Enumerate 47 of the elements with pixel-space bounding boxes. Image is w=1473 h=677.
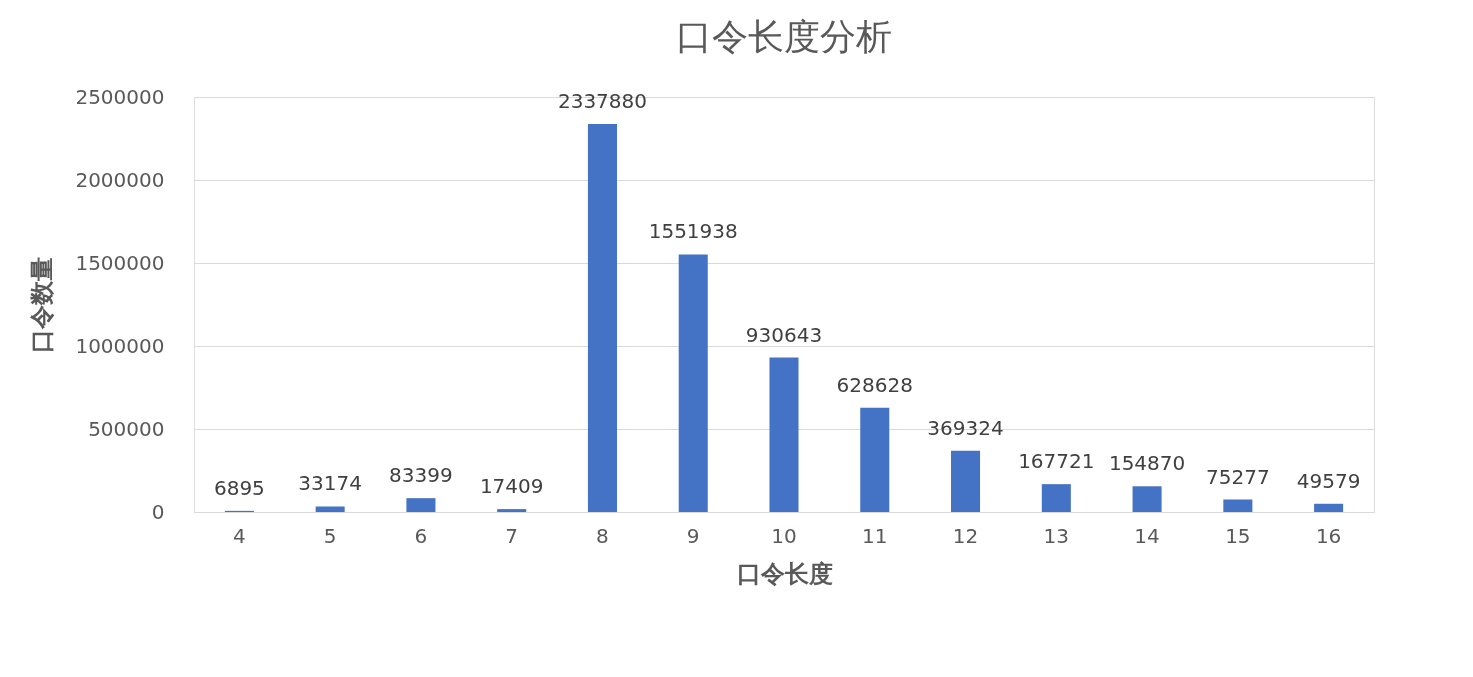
data-label: 154870 bbox=[1108, 451, 1186, 476]
data-label: 6895 bbox=[213, 475, 265, 500]
bar bbox=[678, 254, 708, 512]
data-label: 17409 bbox=[479, 474, 544, 499]
x-tick-label: 4 bbox=[233, 523, 246, 548]
data-label: 2337880 bbox=[557, 88, 647, 113]
y-axis-title: 口令数量 bbox=[28, 257, 57, 353]
y-tick-label: 2500000 bbox=[75, 84, 165, 109]
x-tick-label: 9 bbox=[686, 523, 700, 548]
x-tick-label: 6 bbox=[414, 523, 428, 548]
bar bbox=[1314, 503, 1344, 512]
data-label: 33174 bbox=[298, 471, 362, 496]
data-label: 628628 bbox=[836, 372, 913, 397]
bar bbox=[1223, 499, 1253, 512]
x-tick-label: 8 bbox=[596, 523, 609, 548]
x-tick-label: 12 bbox=[952, 523, 979, 548]
bar bbox=[951, 450, 981, 512]
data-label: 83399 bbox=[389, 463, 453, 488]
data-label: 369324 bbox=[927, 415, 1004, 440]
x-tick-label: 13 bbox=[1043, 523, 1070, 548]
x-tick-label: 5 bbox=[323, 523, 337, 548]
bar bbox=[315, 506, 345, 512]
bar bbox=[1041, 484, 1071, 512]
x-tick-label: 7 bbox=[505, 523, 519, 548]
y-tick-label: 2000000 bbox=[75, 167, 165, 192]
x-tick-label: 11 bbox=[862, 523, 888, 548]
bar bbox=[769, 357, 799, 512]
data-label: 167721 bbox=[1018, 449, 1095, 474]
y-tick-label: 1000000 bbox=[75, 333, 165, 358]
chart-title: 口令长度分析 bbox=[676, 16, 892, 57]
x-tick-label: 16 bbox=[1315, 523, 1342, 548]
data-label: 1551938 bbox=[648, 219, 738, 244]
x-tick-label: 14 bbox=[1134, 523, 1160, 548]
x-tick-label: 15 bbox=[1225, 523, 1251, 548]
data-label: 49579 bbox=[1296, 468, 1361, 493]
bar bbox=[860, 407, 890, 512]
y-tick-label: 1500000 bbox=[75, 250, 165, 275]
bar bbox=[1132, 486, 1162, 512]
y-tick-label: 500000 bbox=[88, 416, 165, 441]
x-tick-label: 10 bbox=[771, 523, 797, 548]
x-axis-title: 口令长度 bbox=[736, 559, 833, 588]
bar bbox=[406, 498, 436, 512]
bar bbox=[587, 123, 617, 512]
data-label: 930643 bbox=[745, 322, 823, 347]
y-tick-label: 0 bbox=[151, 499, 165, 524]
data-label: 75277 bbox=[1206, 464, 1270, 489]
bar bbox=[497, 509, 527, 512]
